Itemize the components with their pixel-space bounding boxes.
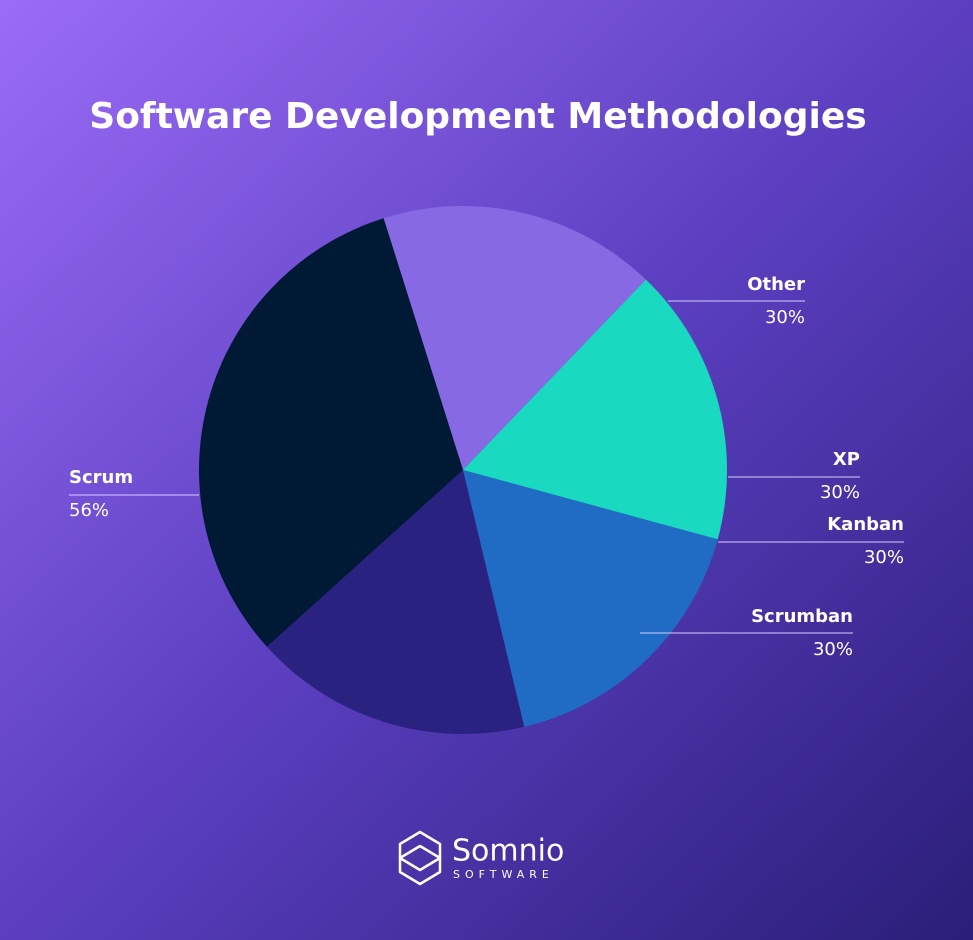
chart-title: Software Development Methodologies	[89, 96, 866, 137]
pie-slice	[383, 206, 646, 470]
pie-slice	[463, 470, 718, 727]
value-label: 56%	[69, 500, 109, 521]
slice-label: Kanban	[827, 514, 904, 535]
slice-label: XP	[833, 449, 860, 470]
logo-icon	[398, 830, 442, 886]
value-label: 30%	[813, 639, 853, 660]
slice-label: Other	[747, 274, 805, 295]
slice-label: Scrumban	[751, 606, 853, 627]
pie-slice	[463, 279, 728, 540]
value-label: 30%	[765, 307, 805, 328]
slice-label: Scrum	[69, 467, 133, 488]
value-label: 30%	[864, 547, 904, 568]
pie-slice	[266, 470, 525, 734]
brand-tagline: SOFTWARE	[453, 868, 554, 881]
pie-slice	[198, 218, 463, 647]
value-label: 30%	[820, 482, 860, 503]
brand-name: Somnio	[452, 834, 564, 869]
